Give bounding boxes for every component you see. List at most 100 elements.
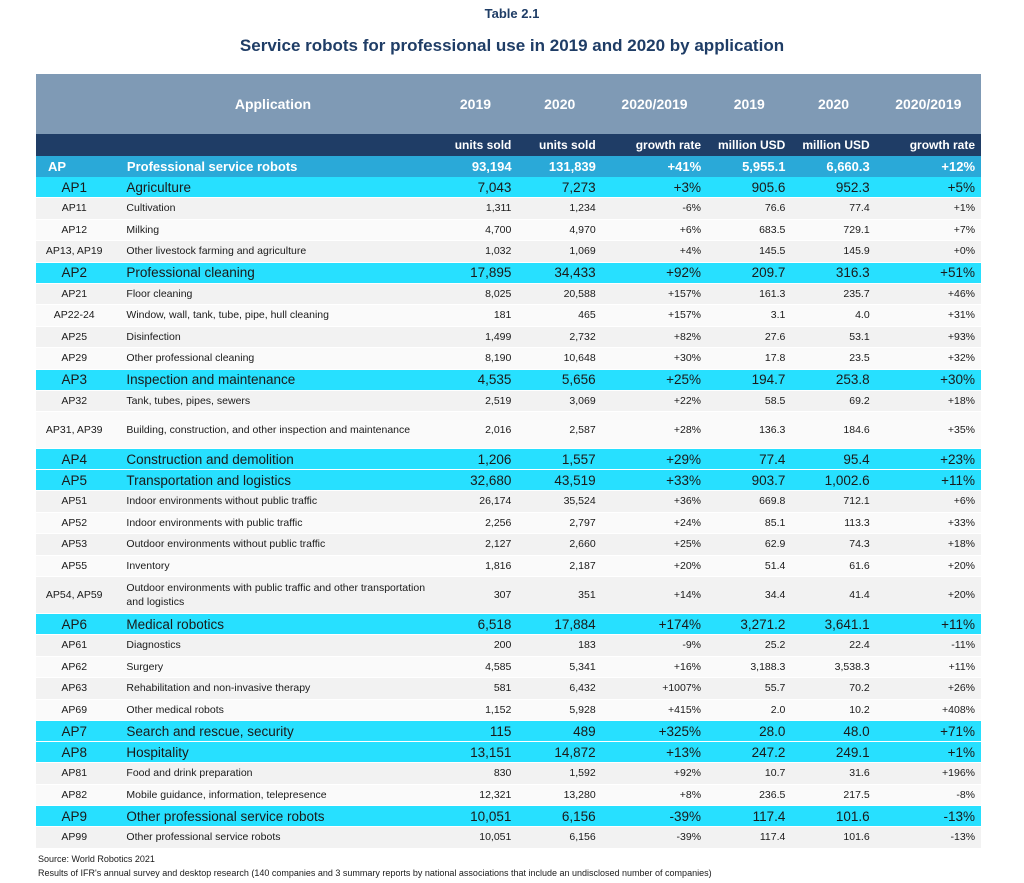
row-code: AP54, AP59	[45, 589, 103, 601]
row-units-growth: +25%	[673, 538, 702, 551]
row-units-2020: 13,280	[563, 788, 596, 801]
row-usd-2020: 70.2	[849, 682, 870, 695]
table-row: AP69 Other medical robots 1,152 5,928 +415% 2…	[36, 699, 981, 721]
row-usd-2020: 22.4	[849, 639, 870, 652]
table-row: AP53 Outdoor environments without public …	[36, 534, 981, 556]
row-application: Other professional service robots	[126, 831, 281, 844]
row-usd-2019: 136.3	[759, 424, 786, 436]
row-usd-growth: +196%	[942, 767, 976, 780]
header-usd-2020: 2020	[817, 96, 850, 112]
data-table: Application 2019 2020 2020/2019 2019 202…	[36, 74, 981, 849]
row-code: AP11	[61, 202, 87, 215]
row-units-growth: +25%	[666, 372, 702, 387]
row-usd-growth: +18%	[947, 538, 976, 551]
header-application: Application	[234, 96, 312, 112]
row-code: AP53	[61, 538, 88, 551]
row-units-2020: 5,656	[561, 372, 596, 387]
table-row: AP21 Floor cleaning 8,025 20,588 +157% 161.3 2…	[36, 283, 981, 305]
row-usd-growth: +11%	[941, 616, 976, 632]
row-usd-2020: 95.4	[843, 451, 870, 467]
row-application: Tank, tubes, pipes, sewers	[126, 394, 251, 407]
table-row: AP22-24 Window, wall, tank, tube, pipe, h…	[36, 305, 981, 327]
row-units-growth: +30%	[673, 352, 702, 365]
row-usd-2020: 952.3	[835, 179, 870, 195]
row-application: Search and rescue, security	[126, 723, 294, 739]
row-usd-2019: 25.2	[764, 639, 786, 652]
row-application: Medical robotics	[126, 616, 224, 632]
row-code: AP62	[61, 660, 88, 673]
row-units-growth: +174%	[658, 616, 702, 632]
row-code: AP29	[61, 352, 88, 365]
group-row: AP6 Medical robotics 6,518 17,884 +174% 3,271…	[36, 614, 981, 635]
row-units-growth: +24%	[673, 516, 702, 529]
row-units-growth: +33%	[666, 472, 702, 488]
row-code: AP8	[61, 744, 87, 760]
row-usd-2019: 10.7	[764, 767, 786, 780]
row-application: Disinfection	[126, 330, 181, 343]
group-row: AP7 Search and rescue, security 115 489 +325…	[36, 721, 981, 742]
row-units-2019: 115	[489, 723, 512, 739]
total-units-2019: 93,194	[471, 159, 512, 174]
row-units-2019: 4,700	[485, 223, 512, 236]
row-usd-2019: 117.4	[752, 808, 786, 824]
row-usd-growth: +18%	[947, 394, 976, 407]
row-usd-2019: 17.8	[764, 352, 786, 365]
row-units-2019: 307	[493, 589, 512, 601]
row-usd-growth: +71%	[940, 723, 976, 739]
row-usd-growth: +6%	[953, 495, 976, 508]
row-usd-2020: 3,538.3	[834, 660, 870, 673]
row-units-2020: 2,797	[569, 516, 596, 529]
row-units-2020: 1,557	[561, 451, 596, 467]
row-units-growth: -6%	[682, 202, 702, 215]
row-usd-growth: +30%	[940, 372, 976, 387]
row-units-2020: 1,234	[569, 202, 596, 215]
row-units-growth: -9%	[682, 639, 702, 652]
row-units-2020: 17,884	[554, 616, 596, 632]
row-units-growth: +1007%	[662, 682, 702, 695]
row-usd-2020: 217.5	[843, 788, 870, 801]
row-units-2020: 10,648	[563, 352, 596, 365]
row-usd-2020: 101.6	[843, 831, 870, 844]
units-label-mg: growth rate	[909, 138, 976, 152]
table-row: AP54, AP59 Outdoor environments with publ…	[36, 577, 981, 614]
row-code: AP22-24	[53, 309, 95, 322]
row-usd-growth: -11%	[951, 639, 976, 652]
row-units-2019: 32,680	[470, 472, 512, 488]
row-units-2019: 17,895	[470, 265, 512, 280]
row-units-growth: +92%	[673, 767, 702, 780]
row-usd-2019: 55.7	[764, 682, 786, 695]
row-units-growth: +36%	[673, 495, 702, 508]
table-row: AP81 Food and drink preparation 830 1,592 +9…	[36, 763, 981, 785]
total-usd-2020: 6,660.3	[826, 159, 870, 174]
row-usd-2020: 145.9	[843, 245, 870, 258]
row-usd-2019: 2.0	[770, 703, 786, 716]
row-units-2020: 5,928	[569, 703, 596, 716]
row-usd-growth: +23%	[940, 451, 976, 467]
row-units-2020: 2,660	[569, 538, 596, 551]
row-units-2019: 1,032	[485, 245, 512, 258]
total-units-growth: +41%	[667, 159, 702, 174]
row-usd-2019: 209.7	[751, 265, 786, 280]
row-usd-2020: 74.3	[849, 538, 870, 551]
row-usd-2020: 48.0	[843, 723, 870, 739]
row-units-growth: +29%	[666, 451, 702, 467]
row-application: Mobile guidance, information, telepresen…	[126, 788, 327, 801]
group-row: AP8 Hospitality 13,151 14,872 +13% 247.2 249.1…	[36, 742, 981, 763]
row-application: Building, construction, and other inspec…	[126, 424, 411, 436]
row-usd-2019: 62.9	[764, 538, 786, 551]
table-row: AP13, AP19 Other livestock farming and ag…	[36, 241, 981, 263]
row-units-2019: 10,051	[479, 831, 512, 844]
table-title: Service robots for professional use in 2…	[239, 36, 785, 55]
row-usd-growth: +35%	[947, 424, 976, 436]
total-units-2020: 131,839	[548, 159, 596, 174]
row-units-2019: 181	[493, 309, 512, 322]
table-row: AP52 Indoor environments with public traf…	[36, 512, 981, 534]
row-usd-2019: 77.4	[759, 451, 786, 467]
row-usd-2019: 3,188.3	[750, 660, 786, 673]
row-application: Outdoor environments without public traf…	[126, 538, 326, 551]
row-usd-growth: +408%	[942, 703, 976, 716]
row-units-2019: 26,174	[479, 495, 512, 508]
total-usd-growth: +12%	[941, 159, 976, 174]
row-units-growth: +415%	[668, 703, 702, 716]
row-usd-2019: 903.7	[751, 472, 786, 488]
